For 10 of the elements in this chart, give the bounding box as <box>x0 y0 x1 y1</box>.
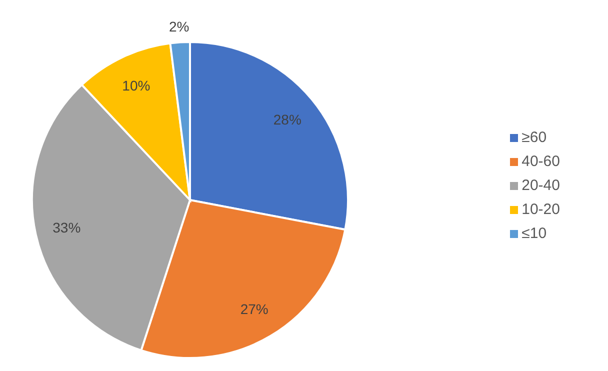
legend-label: ≥60 <box>522 128 547 146</box>
data-label: 10% <box>122 78 150 94</box>
legend-label: 20-40 <box>522 176 560 194</box>
data-label: 28% <box>273 111 302 128</box>
legend-label: 10-20 <box>522 200 560 218</box>
legend-label: 40-60 <box>522 152 560 170</box>
legend-label: ≤10 <box>522 224 547 242</box>
data-label: 33% <box>52 220 81 236</box>
data-label: 2% <box>168 18 190 35</box>
data-label: 27% <box>240 300 268 317</box>
